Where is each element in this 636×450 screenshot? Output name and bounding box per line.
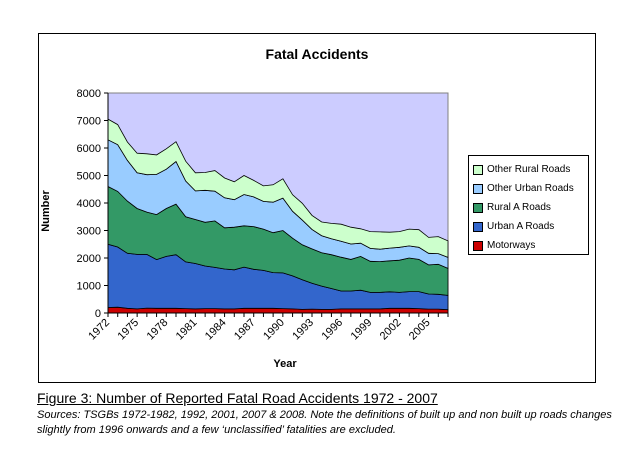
x-tick-label: 1999 bbox=[349, 317, 375, 343]
legend-label: Motorways bbox=[487, 240, 536, 251]
legend-label: Other Urban Roads bbox=[487, 183, 574, 194]
legend-item-urban-a-roads: Urban A Roads bbox=[473, 217, 588, 236]
y-tick-label: 7000 bbox=[77, 116, 101, 128]
legend-swatch bbox=[473, 183, 483, 194]
figure-caption-title: Figure 3: Number of Reported Fatal Road … bbox=[37, 390, 438, 406]
y-tick-label: 2000 bbox=[77, 253, 101, 265]
x-tick-label: 1981 bbox=[174, 317, 200, 343]
legend-item-other-rural-roads: Other Rural Roads bbox=[473, 160, 588, 179]
x-tick-label: 2002 bbox=[378, 317, 404, 343]
y-tick-label: 5000 bbox=[77, 171, 101, 183]
y-tick-label: 6000 bbox=[77, 143, 101, 155]
area-series-other-rural-roads bbox=[107, 118, 449, 258]
figure-caption-sources: Sources: TSGBs 1972-1982, 1992, 2001, 20… bbox=[37, 409, 612, 436]
x-tick-label: 1972 bbox=[86, 317, 112, 343]
x-tick-label: 1987 bbox=[232, 317, 258, 343]
legend-swatch bbox=[473, 202, 483, 213]
x-tick-label: 1993 bbox=[290, 317, 316, 343]
legend-item-motorways: Motorways bbox=[473, 236, 588, 255]
x-tick-label: 2005 bbox=[407, 317, 433, 343]
legend-swatch bbox=[473, 221, 483, 232]
x-tick-label: 1978 bbox=[145, 317, 171, 343]
chart-title: Fatal Accidents bbox=[265, 46, 369, 62]
y-tick-label: 0 bbox=[95, 308, 101, 320]
legend-item-other-urban-roads: Other Urban Roads bbox=[473, 179, 588, 198]
chart-legend: Other Rural Roads Other Urban Roads Rura… bbox=[468, 155, 589, 255]
y-tick-label: 1000 bbox=[77, 281, 101, 293]
y-axis-title: Number bbox=[40, 190, 52, 232]
x-tick-label: 1990 bbox=[261, 317, 287, 343]
x-tick-label: 1996 bbox=[319, 317, 345, 343]
x-axis-title: Year bbox=[273, 358, 297, 370]
legend-item-rural-a-roads: Rural A Roads bbox=[473, 198, 588, 217]
y-tick-label: 4000 bbox=[77, 198, 101, 210]
legend-label: Rural A Roads bbox=[487, 202, 551, 213]
y-tick-label: 8000 bbox=[77, 88, 101, 100]
legend-swatch bbox=[473, 240, 483, 251]
legend-swatch bbox=[473, 164, 483, 175]
x-tick-label: 1975 bbox=[115, 317, 141, 343]
y-tick-label: 3000 bbox=[77, 226, 101, 238]
legend-label: Other Rural Roads bbox=[487, 164, 571, 175]
legend-label: Urban A Roads bbox=[487, 221, 555, 232]
x-tick-label: 1984 bbox=[203, 317, 229, 343]
